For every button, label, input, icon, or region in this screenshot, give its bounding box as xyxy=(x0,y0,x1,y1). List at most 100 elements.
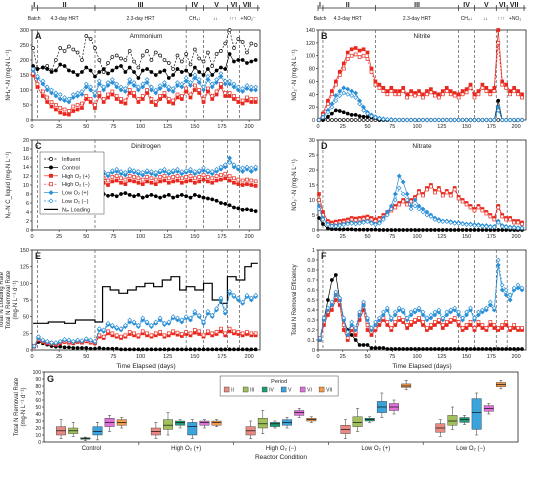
data-point xyxy=(468,347,473,351)
data-point xyxy=(70,92,76,97)
data-point xyxy=(166,319,172,325)
data-point xyxy=(508,217,513,222)
box-body xyxy=(471,398,482,430)
data-point xyxy=(245,50,249,55)
data-point xyxy=(153,100,158,104)
data-point xyxy=(476,309,481,315)
data-point xyxy=(188,331,193,336)
x-tick-label: 25 xyxy=(56,354,62,360)
data-point xyxy=(424,117,430,123)
y-tick-label: 0.9 xyxy=(307,258,315,264)
data-point xyxy=(409,347,413,351)
data-point xyxy=(84,346,89,350)
data-point xyxy=(377,315,382,321)
y-tick-label: 20 xyxy=(35,426,41,432)
data-point xyxy=(245,330,249,334)
legend-box xyxy=(219,375,339,397)
data-point xyxy=(41,65,45,70)
data-point xyxy=(109,168,115,173)
data-point xyxy=(326,298,330,302)
data-point xyxy=(140,182,145,186)
data-point xyxy=(175,174,180,178)
data-point xyxy=(349,227,354,232)
data-point xyxy=(456,196,461,201)
data-point xyxy=(253,87,259,93)
data-point xyxy=(232,94,236,98)
data-point xyxy=(153,103,158,107)
data-point xyxy=(404,117,410,123)
data-point xyxy=(105,171,111,177)
data-point xyxy=(425,326,429,330)
data-point xyxy=(184,68,189,73)
data-point xyxy=(420,309,426,315)
data-point xyxy=(140,177,145,182)
data-point xyxy=(483,305,489,311)
data-point xyxy=(80,58,84,62)
data-point xyxy=(512,89,516,93)
data-point xyxy=(436,307,442,313)
y-tick-label: 0.8 xyxy=(307,268,315,274)
data-point xyxy=(158,195,162,200)
data-point xyxy=(476,92,481,97)
series-line xyxy=(33,262,258,324)
data-point xyxy=(504,82,509,87)
data-point xyxy=(179,70,184,74)
data-point xyxy=(162,320,167,326)
data-point xyxy=(397,228,402,232)
data-point xyxy=(456,320,461,324)
data-point xyxy=(499,287,505,293)
legend-label: VII xyxy=(326,388,332,394)
data-point xyxy=(337,73,342,77)
data-point xyxy=(440,228,445,232)
data-point xyxy=(88,84,94,90)
data-point xyxy=(472,326,477,330)
data-point xyxy=(464,326,469,330)
y-tick-label: 60 xyxy=(309,79,315,85)
data-point xyxy=(421,193,425,198)
y-axis-label-line: NH₄⁺-N (mg-N L⁻¹) xyxy=(5,49,12,100)
data-point xyxy=(153,87,159,93)
data-point xyxy=(361,118,366,122)
data-point xyxy=(30,66,36,72)
data-point xyxy=(341,110,346,115)
x-tick-label: 175 xyxy=(217,354,226,360)
data-point xyxy=(384,212,390,218)
data-point xyxy=(170,168,176,173)
data-point xyxy=(58,62,63,67)
data-point xyxy=(416,305,422,311)
x-axis-label: Time Elapsed (days) xyxy=(392,363,451,370)
data-point xyxy=(214,166,219,172)
data-point xyxy=(158,94,162,98)
box-body xyxy=(199,420,210,426)
data-point xyxy=(35,67,40,71)
data-point xyxy=(357,114,362,118)
data-point xyxy=(153,182,158,186)
data-point xyxy=(153,90,159,96)
data-point xyxy=(149,84,154,90)
data-point xyxy=(512,347,516,351)
data-point xyxy=(496,28,501,32)
data-point xyxy=(400,191,406,197)
data-point xyxy=(516,89,520,93)
data-point xyxy=(361,114,366,119)
data-point xyxy=(508,92,513,97)
data-point xyxy=(136,180,141,185)
x-tick-label: 100 xyxy=(136,234,145,240)
data-point xyxy=(330,118,334,122)
y-tick-label: 10 xyxy=(309,198,315,204)
box-ii xyxy=(435,419,446,437)
phase-sublabel: ↓↓ xyxy=(483,16,488,22)
data-point xyxy=(420,209,426,215)
data-point xyxy=(101,97,106,101)
data-point xyxy=(468,117,473,123)
data-point xyxy=(57,96,63,102)
phase-label: III xyxy=(138,2,144,9)
data-point xyxy=(197,91,202,95)
series-line xyxy=(319,294,523,340)
data-point xyxy=(365,118,370,122)
data-point xyxy=(357,343,362,347)
data-point xyxy=(106,92,110,97)
data-point xyxy=(184,86,189,91)
data-point xyxy=(67,345,71,350)
data-point xyxy=(145,194,149,199)
